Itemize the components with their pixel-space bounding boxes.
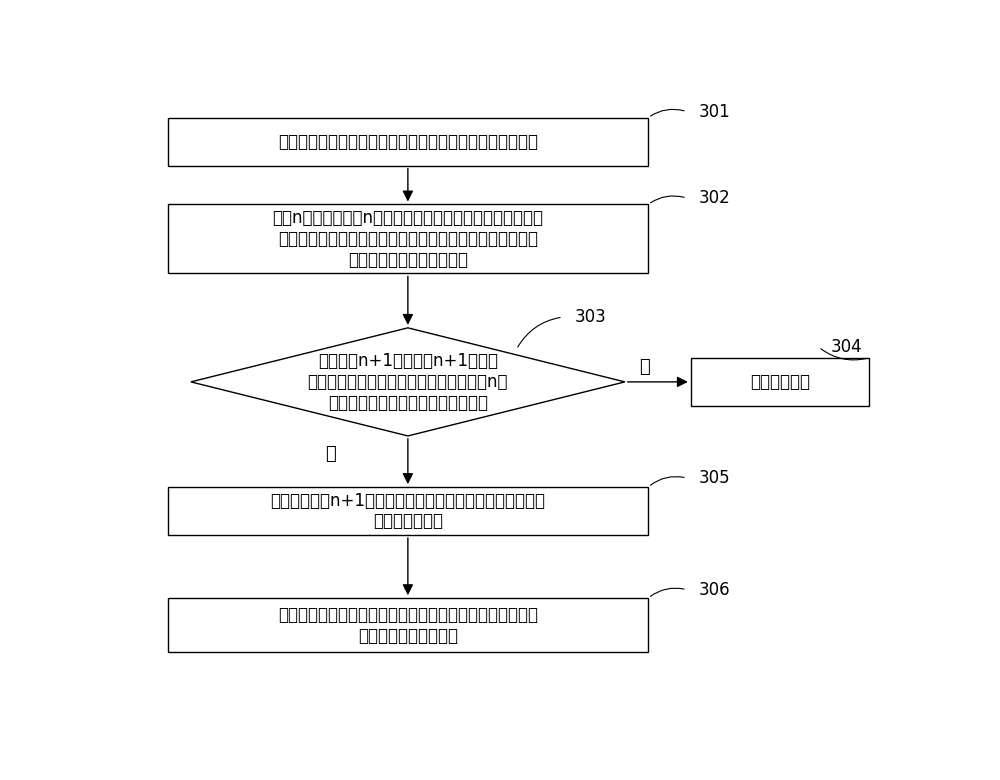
Text: 结束处理任务: 结束处理任务 [750, 373, 810, 391]
Text: 否: 否 [639, 358, 650, 376]
Bar [168, 487, 648, 535]
Text: 是: 是 [325, 445, 336, 463]
Text: 获取在所述第n+1图像内的所述第二预设固定区域的像素所
对应的第二景深: 获取在所述第n+1图像内的所述第二预设固定区域的像素所 对应的第二景深 [270, 491, 545, 530]
Bar [168, 118, 648, 165]
Text: 根据所述第一景深与所述第二景深调整所述纵向指示点在所
述纵向轨迹线上的位置: 根据所述第一景深与所述第二景深调整所述纵向指示点在所 述纵向轨迹线上的位置 [278, 606, 538, 644]
Bar [691, 358, 869, 406]
Bar [168, 204, 648, 274]
Text: 305: 305 [698, 469, 730, 487]
Text: 在第n时刻获取在第n图像内的第一预设固定区域的像素所对
应的第一景深，所述第一景深代表所述纵向指示点、且位于
所述纵向轨迹线的中间位置: 在第n时刻获取在第n图像内的第一预设固定区域的像素所对 应的第一景深，所述第一景… [272, 209, 543, 269]
Bar [168, 598, 648, 652]
Text: 判断在第n+1时刻的第n+1图像内
的第二预设固定区域的像素是否与所述第n图
像内的第一预设固定区域的像素相同: 判断在第n+1时刻的第n+1图像内 的第二预设固定区域的像素是否与所述第n图 像… [308, 352, 508, 412]
Text: 在全景拍摄模式下，在屏幕上形成纵向轨迹线和纵向指示点: 在全景拍摄模式下，在屏幕上形成纵向轨迹线和纵向指示点 [278, 133, 538, 151]
Text: 306: 306 [698, 580, 730, 599]
Polygon shape [191, 328, 625, 436]
Text: 301: 301 [698, 103, 730, 121]
Text: 303: 303 [574, 308, 606, 326]
Text: 302: 302 [698, 189, 730, 207]
Text: 304: 304 [830, 338, 862, 356]
